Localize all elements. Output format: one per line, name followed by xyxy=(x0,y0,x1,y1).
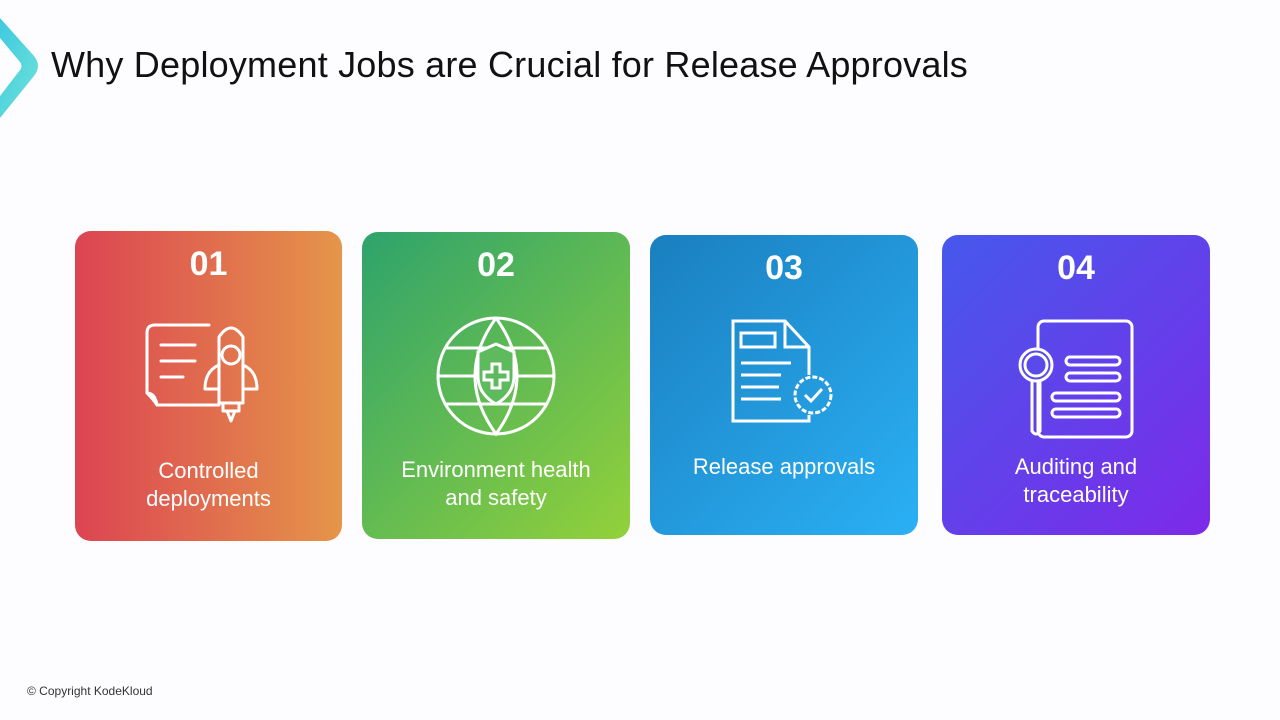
label-line: traceability xyxy=(1023,482,1129,507)
page-title: Why Deployment Jobs are Crucial for Rele… xyxy=(51,44,968,85)
card-release-approvals: 03 Release approvals xyxy=(650,235,918,535)
magnifier-document-icon xyxy=(1018,319,1134,439)
card-auditing-traceability: 04 Auditing and traceability xyxy=(942,235,1210,535)
globe-shield-icon xyxy=(436,316,556,437)
card-number: 01 xyxy=(189,245,228,283)
label-line: Release approvals xyxy=(692,454,876,479)
label-line: Controlled xyxy=(158,458,259,483)
card-environment-health: 02 Environment health and safety xyxy=(362,232,630,539)
chevron-logo-icon xyxy=(0,18,38,118)
card-label: Environment health and safety xyxy=(362,456,630,512)
document-approval-badge-icon xyxy=(731,319,833,423)
label-line: deployments xyxy=(146,486,271,511)
card-number: 04 xyxy=(1057,249,1095,287)
card-label: Auditing and traceability xyxy=(942,453,1210,509)
label-line: Environment health xyxy=(401,457,591,482)
label-line: and safety xyxy=(445,485,547,510)
card-label: Release approvals xyxy=(650,453,918,481)
card-controlled-deployments: 01 Controlled deployments xyxy=(75,231,342,541)
card-number: 03 xyxy=(765,249,803,287)
card-number: 02 xyxy=(477,246,515,284)
rocket-document-icon xyxy=(145,323,258,423)
label-line: Auditing and xyxy=(1014,454,1138,479)
card-label: Controlled deployments xyxy=(75,457,342,513)
copyright-footer: © Copyright KodeKloud xyxy=(27,684,153,698)
